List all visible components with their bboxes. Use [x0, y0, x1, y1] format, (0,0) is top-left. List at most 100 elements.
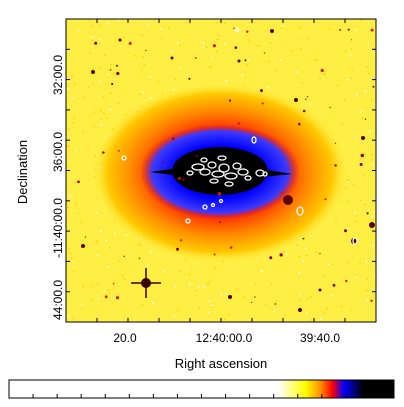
noise-pixel [198, 307, 200, 309]
noise-pixel [362, 117, 364, 119]
noise-pixel [350, 48, 353, 50]
noise-pixel [75, 181, 77, 184]
y-tick-label-4: 44:00.0 [51, 280, 65, 320]
contour [224, 181, 234, 187]
contour [185, 218, 191, 224]
x-tick-label-1: 20.0 [113, 331, 137, 345]
star [279, 253, 283, 257]
star [360, 153, 364, 158]
noise-pixel [83, 96, 86, 99]
noise-pixel [368, 72, 370, 75]
star [84, 236, 87, 238]
noise-pixel [268, 60, 270, 62]
noise-pixel [95, 197, 97, 200]
noise-pixel [105, 239, 107, 242]
star [318, 288, 322, 292]
noise-pixel [179, 44, 181, 47]
noise-pixel [241, 74, 244, 76]
noise-pixel [354, 220, 357, 222]
noise-pixel [298, 256, 301, 258]
star [237, 59, 241, 63]
noise-pixel [215, 21, 217, 24]
contour [232, 162, 242, 170]
noise-pixel [75, 149, 77, 152]
star [118, 150, 120, 152]
noise-pixel [74, 203, 77, 205]
star [176, 247, 179, 251]
contour [255, 169, 265, 177]
noise-pixel [273, 310, 276, 312]
noise-pixel [142, 91, 145, 94]
contour [207, 161, 217, 169]
contour [210, 202, 216, 208]
star [128, 41, 132, 45]
noise-pixel [202, 46, 205, 48]
noise-pixel [259, 45, 261, 47]
noise-pixel [71, 257, 73, 259]
contour [218, 198, 224, 204]
star [212, 44, 216, 48]
contour [200, 157, 208, 163]
noise-pixel [107, 266, 109, 268]
contour [186, 170, 194, 176]
noise-pixel [275, 300, 278, 303]
star [94, 41, 98, 45]
noise-pixel [366, 299, 368, 302]
noise-pixel [366, 66, 368, 68]
noise-pixel [82, 285, 84, 288]
noise-pixel [97, 298, 100, 300]
star [324, 198, 327, 201]
noise-pixel [107, 22, 109, 25]
noise-pixel [347, 261, 349, 264]
noise-pixel [179, 67, 181, 70]
noise-pixel [171, 50, 173, 53]
star [138, 257, 141, 260]
star [370, 28, 374, 32]
noise-pixel [211, 304, 214, 307]
star [302, 109, 306, 113]
star [123, 255, 125, 257]
noise-pixel [117, 102, 120, 104]
star [172, 137, 175, 140]
noise-pixel [195, 289, 197, 292]
noise-pixel [81, 303, 83, 306]
noise-pixel [360, 19, 362, 22]
noise-pixel [340, 306, 343, 308]
y-tick-label-3: -11:40:00.0 [51, 198, 65, 258]
noise-pixel [207, 283, 209, 285]
noise-pixel [323, 312, 325, 314]
noise-pixel [89, 52, 92, 54]
noise-pixel [184, 259, 187, 262]
noise-pixel [256, 44, 259, 47]
noise-pixel [174, 285, 176, 288]
star [161, 161, 164, 164]
noise-pixel [367, 44, 369, 46]
star [366, 212, 369, 215]
star [359, 163, 363, 166]
noise-pixel [296, 71, 299, 73]
star [283, 195, 293, 205]
x-tick-label-3: 39:40.0 [300, 331, 340, 345]
noise-pixel [91, 39, 94, 42]
star [116, 71, 120, 76]
star [339, 29, 342, 31]
noise-pixel [356, 93, 358, 96]
noise-pixel [236, 288, 238, 291]
noise-pixel [260, 270, 263, 273]
noise-pixel [298, 272, 301, 274]
noise-pixel [280, 59, 282, 61]
noise-pixel [351, 69, 353, 72]
noise-pixel [138, 243, 140, 245]
star [182, 178, 185, 181]
noise-pixel [91, 36, 94, 39]
noise-pixel [141, 69, 143, 71]
noise-pixel [306, 297, 309, 300]
star [334, 164, 337, 167]
noise-pixel [90, 299, 93, 302]
radio-contours [121, 27, 358, 245]
noise-pixel [74, 83, 76, 85]
noise-pixel [146, 264, 149, 266]
noise-pixel [173, 315, 175, 317]
noise-pixel [341, 123, 343, 125]
